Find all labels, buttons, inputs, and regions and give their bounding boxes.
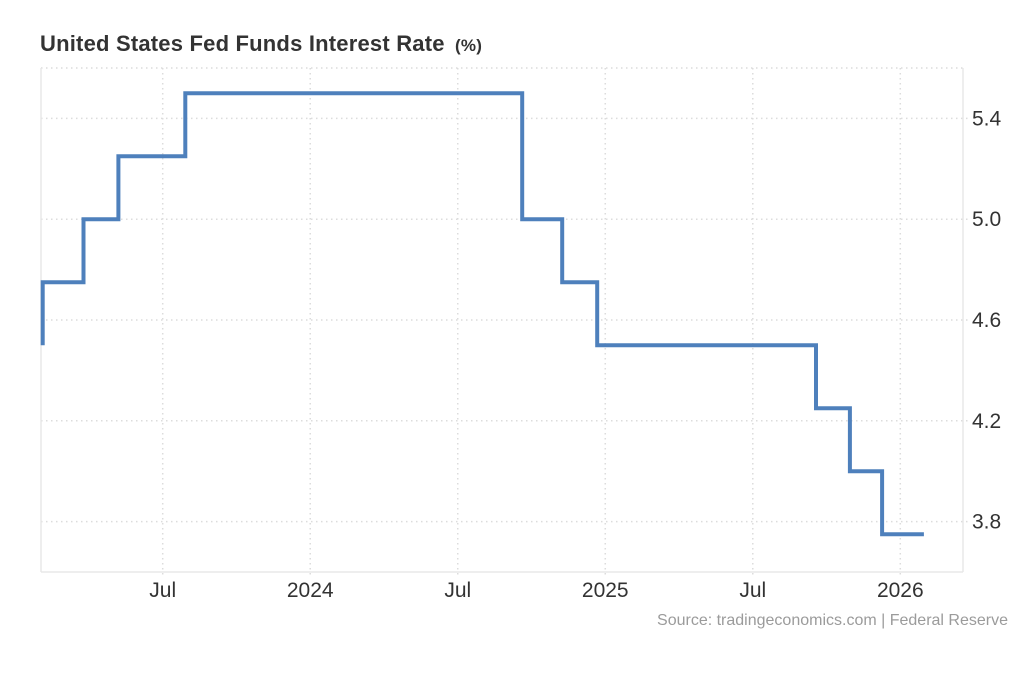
x-axis-label: Jul xyxy=(739,579,766,602)
y-axis-label: 4.6 xyxy=(972,309,1001,332)
y-axis-label: 3.8 xyxy=(972,511,1001,534)
chart-title-unit: (%) xyxy=(455,36,483,55)
x-axis-label: Jul xyxy=(149,579,176,602)
y-axis-label: 4.2 xyxy=(972,410,1001,433)
x-axis-label: 2024 xyxy=(287,579,334,602)
x-axis-label: 2026 xyxy=(877,579,924,602)
chart-title: United States Fed Funds Interest Rate (%… xyxy=(40,31,482,57)
source-attribution: Source: tradingeconomics.com | Federal R… xyxy=(657,612,1008,629)
rate-step-line xyxy=(40,91,924,537)
x-axis-label: Jul xyxy=(444,579,471,602)
chart-title-text: United States Fed Funds Interest Rate xyxy=(40,31,445,56)
y-axis-label: 5.0 xyxy=(972,208,1001,231)
x-axis-label: 2025 xyxy=(582,579,629,602)
y-axis-label: 5.4 xyxy=(972,107,1002,130)
